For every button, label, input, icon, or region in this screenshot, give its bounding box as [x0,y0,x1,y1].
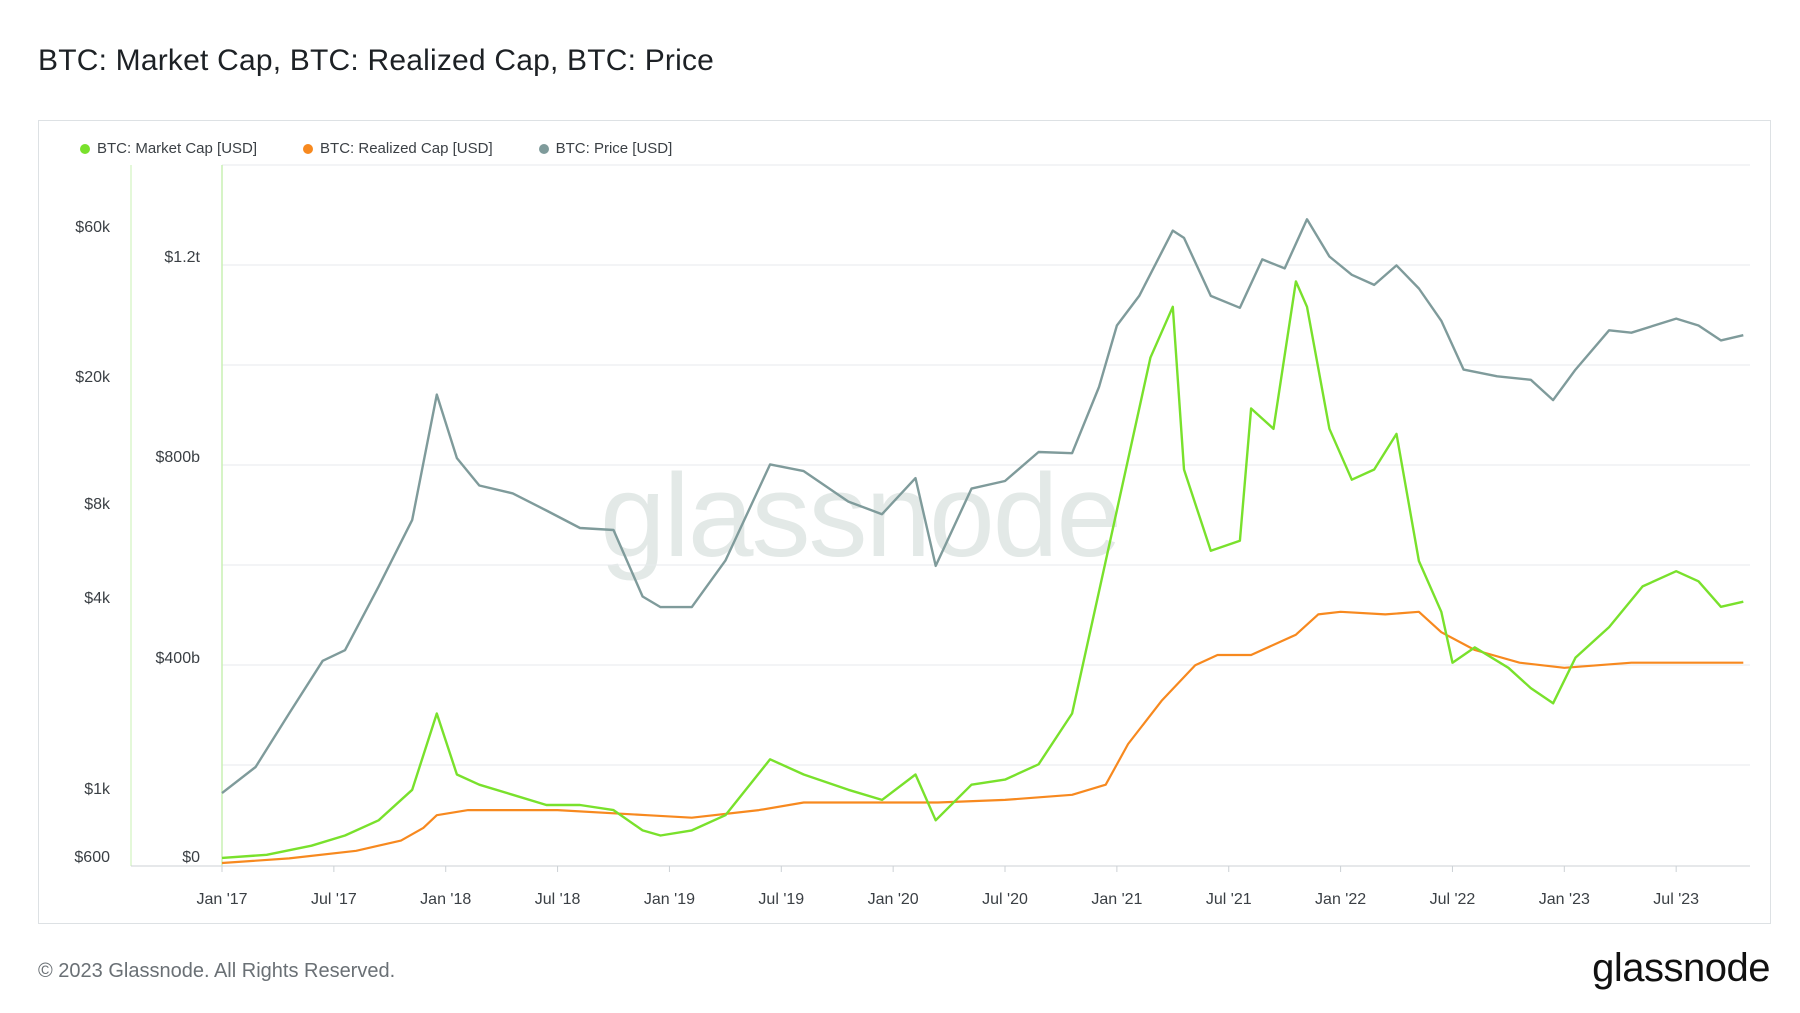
y-left-tick-label: $600 [74,849,110,866]
x-tick-label: Jul '18 [535,891,581,908]
y-right-tick-label: $1.2t [164,249,200,266]
legend-dot-realized-cap [303,143,314,154]
x-tick-label: Jan '23 [1539,891,1590,908]
legend-dot-market-cap [80,143,90,154]
y-left-tick-label: $4k [84,590,111,607]
realized-cap-line[interactable] [221,610,1744,865]
y-right-tick-label: $0 [182,849,200,866]
copyright-text: © 2023 Glassnode. All Rights Reserved. [38,960,396,982]
x-tick-label: Jan '20 [868,891,919,908]
legend-item-price[interactable]: BTC: Price [USD] [538,140,673,157]
x-tick-label: Jan '18 [420,891,471,908]
price-line[interactable] [221,218,1744,795]
legend-label-market-cap: BTC: Market Cap [USD] [97,140,258,157]
x-tick-label: Jul '17 [311,891,357,908]
chart-panel [38,120,1771,924]
axes [130,165,1750,867]
y-right-tick-label: $400b [156,650,201,667]
tick-labels: Jan '17 Jul '17 Jan '18 Jul '18 Jan '19 Jul '… [74,219,1699,908]
legend-item-realized-cap[interactable]: BTC: Realized Cap [USD] [303,140,493,157]
y-left-tick-label: $8k [84,496,111,513]
y-left-tick-label: $1k [84,781,111,798]
x-tick-label: Jan '19 [644,891,695,908]
x-tick-label: Jul '23 [1653,891,1699,908]
legend-dot-price [538,143,549,154]
x-tick-label: Jul '22 [1430,891,1476,908]
chart-title: BTC: Market Cap, BTC: Realized Cap, BTC:… [38,44,715,77]
legend-label-price: BTC: Price [USD] [555,140,673,157]
x-tick-label: Jan '22 [1315,891,1366,908]
x-tick-label: Jan '21 [1091,891,1142,908]
y-left-tick-label: $20k [75,369,111,386]
x-tick-label: Jul '20 [982,891,1028,908]
brand-logo: glassnode [1592,946,1770,990]
legend-item-market-cap[interactable]: BTC: Market Cap [USD] [80,140,257,157]
x-tick-label: Jul '21 [1206,891,1252,908]
market-cap-line[interactable] [221,280,1744,860]
y-right-tick-label: $800b [156,449,201,466]
x-tick-label: Jul '19 [758,891,804,908]
y-left-tick-label: $60k [75,219,111,236]
chart-legend: BTC: Market Cap [USD] BTC: Realized Cap … [80,140,672,157]
series-lines [221,218,1744,865]
legend-label-realized-cap: BTC: Realized Cap [USD] [320,140,493,157]
x-tick-label: Jan '17 [196,891,247,908]
